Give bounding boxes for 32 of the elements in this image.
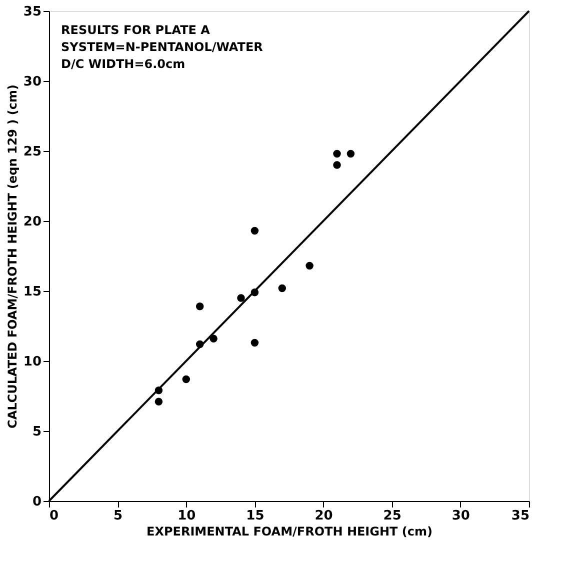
point: [333, 161, 341, 169]
x-tick-label: 25: [383, 508, 402, 524]
point: [250, 226, 259, 235]
point: [346, 150, 355, 158]
x-tick-label: 10: [178, 508, 196, 524]
x-axis-title: EXPERIMENTAL FOAM/FROTH HEIGHT (cm): [146, 524, 432, 538]
y-tick-label: 15: [23, 284, 42, 300]
y-tick-label: 35: [23, 4, 42, 20]
y-tick-label: 20: [23, 214, 42, 230]
x-tick-label: 15: [246, 508, 264, 524]
point: [306, 262, 314, 270]
y-tick-label: 25: [23, 144, 42, 160]
x-tick-label: 35: [511, 508, 530, 524]
y-tick-label: 0: [32, 494, 42, 510]
y-tick-label: 30: [23, 74, 42, 90]
point: [196, 302, 204, 310]
point: [237, 294, 245, 302]
point: [250, 338, 259, 347]
x-tick-label: 20: [314, 508, 333, 524]
x-tick-label: 30: [452, 508, 470, 524]
annotation: SYSTEM=N-PENTANOL/WATER: [61, 40, 263, 54]
point: [182, 375, 190, 384]
point: [333, 150, 341, 158]
y-axis-title: CALCULATED FOAM/FROTH HEIGHT (eqn 129 ) (cm): [5, 84, 20, 428]
y-tick-label: 10: [23, 354, 42, 370]
point: [154, 398, 163, 406]
annotation: RESULTS FOR PLATE A: [61, 23, 211, 37]
y-tick-label: 5: [32, 424, 42, 440]
point: [278, 284, 286, 292]
x-tick-label: 5: [114, 508, 123, 524]
x-tick-label: 0: [50, 508, 59, 524]
annotation: D/C WIDTH=6.0cm: [61, 57, 186, 71]
